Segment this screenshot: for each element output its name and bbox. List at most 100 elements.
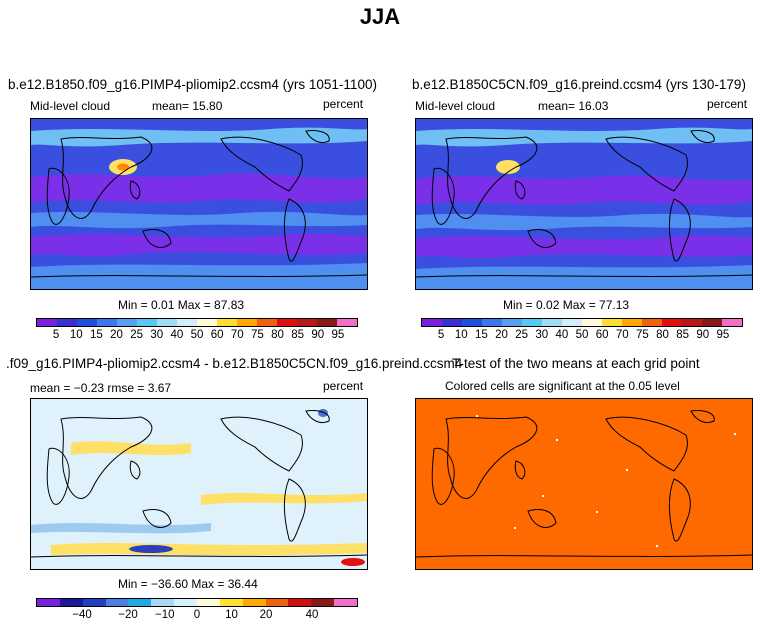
southern-ocean-cloud bbox=[416, 265, 752, 289]
colorbar-swatch bbox=[337, 319, 357, 326]
colorbar-swatch bbox=[722, 319, 742, 326]
colorbar-swatch bbox=[265, 599, 289, 606]
subtropical-low-cloud-band bbox=[31, 173, 367, 203]
colorbar-swatch bbox=[151, 599, 175, 606]
colorbar-tick-label: 20 bbox=[495, 329, 508, 341]
colorbar-tick-label: 0 bbox=[193, 609, 201, 621]
tibet-cloud-max bbox=[496, 160, 520, 174]
colorbar-swatch bbox=[311, 599, 335, 606]
southern-negative-max bbox=[129, 545, 173, 553]
southern-low-cloud-band bbox=[31, 233, 367, 257]
colorbar-tick-label: 15 bbox=[474, 329, 488, 341]
itcz-cloud-band bbox=[416, 213, 752, 231]
coastlines bbox=[416, 130, 752, 278]
positive-anomaly-band-2 bbox=[201, 493, 367, 505]
significance-field bbox=[416, 399, 752, 569]
colorbar-tick-label: −40 bbox=[72, 609, 92, 621]
colorbar-swatch bbox=[702, 319, 722, 326]
colorbar-tick-label: −10 bbox=[155, 609, 175, 621]
colorbar-tick-label: 95 bbox=[331, 329, 345, 341]
colorbar-tick-label: 80 bbox=[656, 329, 669, 341]
colorbar-tick-label: 30 bbox=[535, 329, 549, 341]
colorbar-swatch bbox=[602, 319, 622, 326]
colorbar-swatch bbox=[197, 319, 217, 326]
cloud-field-base bbox=[31, 119, 367, 289]
panel2-minmax: Min = 0.02 Max = 77.13 bbox=[503, 298, 630, 312]
panel1-title: b.e12.B1850.f09_g16.PIMP4-pliomip2.ccsm4… bbox=[8, 77, 377, 92]
figure-title: JJA bbox=[359, 4, 401, 29]
panel3-map bbox=[30, 398, 368, 570]
panel2-variable: Mid-level cloud bbox=[415, 99, 496, 113]
panel4-subtitle: Colored cells are significant at the 0.0… bbox=[445, 379, 680, 393]
coastlines bbox=[416, 410, 752, 558]
panel3-title: .f09_g16.PIMP4-pliomip2.ccsm4 - b.e12.B1… bbox=[6, 356, 463, 371]
colorbar-swatch bbox=[482, 319, 502, 326]
colorbar-tick-label: 25 bbox=[515, 329, 529, 341]
colorbar-swatch bbox=[237, 319, 257, 326]
colorbar-swatch bbox=[422, 319, 442, 326]
colorbar-tick-label: 5 bbox=[52, 329, 60, 341]
colorbar-tick-label: 5 bbox=[437, 329, 445, 341]
colorbar-swatch bbox=[277, 319, 297, 326]
panel3-minmax: Min = −36.60 Max = 36.44 bbox=[118, 577, 258, 591]
colorbar-tick-label: 75 bbox=[635, 329, 649, 341]
southern-positive-max bbox=[341, 558, 365, 566]
colorbar-swatch bbox=[682, 319, 702, 326]
colorbar-tick-label: 50 bbox=[190, 329, 204, 341]
panel1-colorbar bbox=[36, 318, 358, 327]
colorbar-swatch bbox=[219, 599, 243, 606]
colorbar-swatch bbox=[37, 599, 60, 606]
colorbar-swatch bbox=[242, 599, 266, 606]
arctic-cloud bbox=[416, 127, 752, 147]
colorbar-swatch bbox=[117, 319, 137, 326]
panel3-map-svg bbox=[31, 399, 367, 569]
panel2-map bbox=[415, 118, 753, 290]
colorbar-tick-label: 40 bbox=[555, 329, 569, 341]
colorbar-tick-label: 95 bbox=[716, 329, 730, 341]
colorbar-swatch bbox=[622, 319, 642, 326]
colorbar-tick-label: 20 bbox=[259, 609, 273, 621]
colorbar-swatch bbox=[177, 319, 197, 326]
colorbar-swatch bbox=[59, 599, 83, 606]
colorbar-tick-label: 60 bbox=[210, 329, 224, 341]
panel2-map-svg bbox=[416, 119, 752, 289]
colorbar-tick-label: 75 bbox=[250, 329, 264, 341]
panel1-map bbox=[30, 118, 368, 290]
colorbar-swatch bbox=[582, 319, 602, 326]
colorbar-swatch bbox=[297, 319, 317, 326]
panel4-map bbox=[415, 398, 753, 570]
colorbar-swatch bbox=[662, 319, 682, 326]
southern-low-cloud-band bbox=[416, 235, 752, 259]
colorbar-tick-label: −20 bbox=[118, 609, 138, 621]
arctic-cloud bbox=[31, 127, 367, 147]
colorbar-swatch bbox=[442, 319, 462, 326]
colorbar-tick-label: 90 bbox=[311, 329, 325, 341]
panel2-colorbar bbox=[421, 318, 743, 327]
panel2-units: percent bbox=[707, 97, 748, 111]
panel1-mean: mean= 15.80 bbox=[152, 99, 223, 113]
colorbar-tick-label: 40 bbox=[305, 609, 319, 621]
colorbar-swatch bbox=[128, 599, 152, 606]
colorbar-swatch bbox=[217, 319, 237, 326]
colorbar-tick-label: 10 bbox=[454, 329, 468, 341]
colorbar-swatch bbox=[334, 599, 358, 606]
panel3-units: percent bbox=[323, 379, 364, 393]
coastlines bbox=[31, 130, 367, 278]
colorbar-tick-label: 30 bbox=[150, 329, 164, 341]
colorbar-swatch bbox=[562, 319, 582, 326]
itcz-cloud-band bbox=[31, 211, 367, 229]
colorbar-swatch bbox=[197, 599, 220, 606]
colorbar-tick-label: 70 bbox=[230, 329, 244, 341]
colorbar-swatch bbox=[288, 599, 312, 606]
colorbar-swatch bbox=[57, 319, 77, 326]
panel2-title: b.e12.B1850C5CN.f09_g16.preind.ccsm4 (yr… bbox=[412, 77, 746, 92]
panel2-mean: mean= 16.03 bbox=[538, 99, 609, 113]
colorbar-swatch bbox=[37, 319, 57, 326]
colorbar-tick-label: 90 bbox=[696, 329, 710, 341]
colorbar-tick-label: 10 bbox=[225, 609, 238, 621]
colorbar-swatch bbox=[157, 319, 177, 326]
colorbar-swatch bbox=[317, 319, 337, 326]
tibet-cloud-peak bbox=[117, 163, 129, 171]
colorbar-swatch bbox=[542, 319, 562, 326]
colorbar-tick-label: 80 bbox=[271, 329, 284, 341]
